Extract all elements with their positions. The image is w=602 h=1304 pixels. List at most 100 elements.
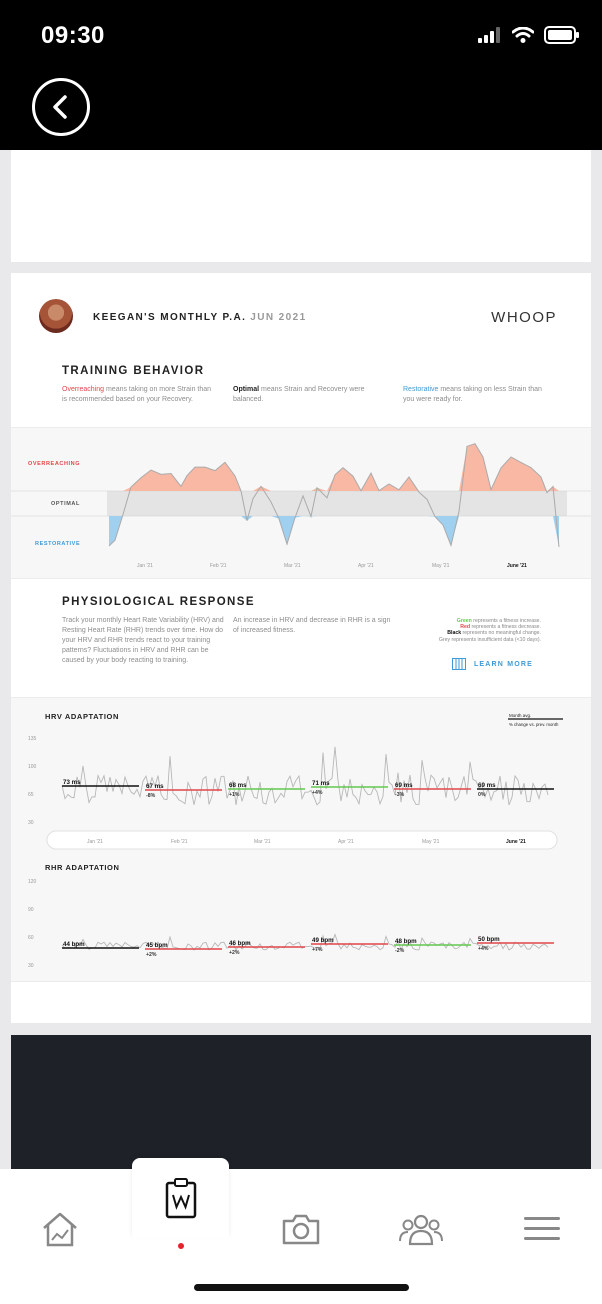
overreaching-term: Overreaching — [62, 386, 105, 393]
restorative-text: means taking on less Strain than you wer… — [403, 386, 542, 403]
label-optimal: OPTIMAL — [51, 501, 80, 507]
legend-red-text: represents a fitness decrease. — [470, 624, 542, 631]
restorative-fill — [109, 516, 559, 547]
hrv-month-averages: 73 ms 67 ms -8% 68 ms +1% 71 ms +4% 69 ms -3% 69 … — [62, 779, 554, 799]
hrv-series — [61, 746, 549, 806]
menu-icon — [524, 1217, 560, 1240]
legend-black-term: Black — [447, 630, 462, 637]
hrv-series-line — [61, 746, 549, 806]
optimal-text: means Strain and Recovery were balanced. — [233, 386, 365, 403]
tab-camera[interactable] — [261, 1189, 341, 1269]
wifi-icon — [512, 27, 534, 43]
hrv-title: HRV ADAPTATION — [45, 712, 119, 721]
rhr-y-tick: 90 — [28, 907, 34, 913]
legend-red: Red represents a fitness decrease. — [439, 624, 541, 630]
optimal-description: Optimal means Strain and Recovery were b… — [233, 385, 383, 405]
restorative-term: Restorative — [403, 386, 439, 393]
rhr-y-tick: 120 — [28, 879, 37, 885]
label-overreaching: OVERREACHING — [28, 461, 80, 467]
month-change-label: +2% — [229, 950, 240, 956]
header-bar: 09:30 — [0, 0, 602, 150]
learn-more-link[interactable]: LEARN MORE — [451, 658, 533, 670]
chevron-left-icon — [53, 95, 67, 119]
hrv-y-tick: 100 — [28, 764, 37, 770]
month-avg-label: 48 bpm — [395, 938, 417, 945]
fitness-sign-description: An increase in HRV and decrease in RHR i… — [233, 617, 391, 634]
month-avg-label: 69 ms — [395, 782, 413, 789]
month-change-label: +4% — [312, 790, 323, 796]
avatar — [39, 299, 73, 333]
legend-red-term: Red — [460, 624, 471, 631]
tb-month-label: June '21 — [507, 563, 527, 569]
hrv-legend-avg: Month avg. — [509, 713, 531, 718]
month-change-label: -8% — [146, 793, 156, 799]
adaptation-chart-area: HRV ADAPTATION Month avg. % change vs. p… — [11, 697, 591, 982]
tb-month-label: May '21 — [432, 563, 450, 569]
tab-home[interactable] — [20, 1189, 100, 1269]
month-avg-label: 73 ms — [63, 779, 81, 786]
rhr-title: RHR ADAPTATION — [45, 863, 120, 872]
tab-community[interactable] — [381, 1189, 461, 1269]
training-behavior-series — [108, 443, 560, 548]
hrv-x-label: May '21 — [422, 839, 440, 845]
brand-logo: WHOOP — [491, 309, 557, 326]
hrv-x-label: Feb '21 — [171, 839, 188, 845]
month-avg-label: 45 bpm — [146, 942, 168, 949]
color-legend: Green represents a fitness increase. Red… — [439, 618, 541, 643]
rhr-month-averages: 44 bpm 45 bpm +2% 46 bpm +2% 49 bpm +7% 48 bpm -… — [62, 936, 554, 958]
camera-icon — [282, 1214, 320, 1245]
hrv-x-label: Apr '21 — [338, 839, 354, 845]
home-indicator — [194, 1284, 409, 1291]
rhr-y-tick: 30 — [28, 963, 34, 969]
month-avg-label: 46 bpm — [229, 940, 251, 947]
report-title-text: KEEGAN'S MONTHLY P.A. — [93, 312, 247, 323]
restorative-description: Restorative means taking on less Strain … — [403, 385, 553, 405]
physiological-response-title: PHYSIOLOGICAL RESPONSE — [62, 596, 255, 608]
adaptation-charts: HRV ADAPTATION Month avg. % change vs. p… — [28, 712, 563, 969]
hrv-y-tick: 65 — [28, 792, 34, 798]
report-title: KEEGAN'S MONTHLY P.A. JUN 2021 — [93, 312, 307, 323]
signal-icon — [478, 27, 500, 43]
legend-black-text: represents no meaningful change. — [461, 630, 541, 637]
hrv-y-tick: 135 — [28, 736, 37, 742]
legend-green: Green represents a fitness increase. — [439, 618, 541, 624]
month-change-label: +7% — [312, 947, 323, 953]
month-avg-label: 71 ms — [312, 780, 330, 787]
month-change-label: +1% — [229, 792, 240, 798]
label-restorative: RESTORATIVE — [35, 541, 80, 547]
status-icons — [478, 26, 580, 44]
tab-report[interactable] — [132, 1158, 229, 1238]
back-button[interactable] — [32, 78, 90, 136]
hrv-y-tick: 30 — [28, 820, 34, 826]
overreaching-fill — [109, 443, 559, 491]
physiological-description: Track your monthly Heart Rate Variabilit… — [62, 617, 224, 664]
hrv-x-axis-pill — [46, 830, 558, 850]
tb-month-label: Jan '21 — [137, 563, 153, 569]
training-behavior-chart-area: OVERREACHING OPTIMAL RESTORATIVE Jan '21… — [11, 427, 591, 579]
training-behavior-chart: OVERREACHING OPTIMAL RESTORATIVE Jan '21… — [11, 443, 591, 569]
next-page-card — [11, 1035, 591, 1169]
report-date: JUN 2021 — [250, 312, 307, 323]
active-tab-indicator — [178, 1243, 184, 1249]
book-icon — [451, 658, 466, 670]
legend-green-term: Green — [456, 618, 472, 624]
tab-bar — [0, 1158, 602, 1304]
hrv-x-label: Mar '21 — [254, 839, 271, 845]
report-clipboard-icon — [165, 1178, 196, 1219]
hrv-x-label: June '21 — [506, 839, 526, 845]
report-page-card: KEEGAN'S MONTHLY P.A. JUN 2021 WHOOP TRAI… — [11, 273, 591, 1023]
learn-more-label: LEARN MORE — [473, 660, 533, 668]
legend-grey: Grey represents insufficient data (<10 d… — [438, 636, 541, 643]
tb-month-label: Feb '21 — [210, 563, 227, 569]
hrv-legend-change: % change vs. prev. month — [509, 722, 559, 727]
overreaching-text: means taking on more Strain than is reco… — [62, 386, 212, 403]
optimal-band — [107, 491, 567, 516]
month-avg-label: 68 ms — [229, 782, 247, 789]
month-avg-label: 69 ms — [478, 782, 496, 789]
month-change-label: -3% — [395, 792, 405, 798]
previous-page-card — [11, 150, 591, 262]
tab-menu[interactable] — [502, 1189, 582, 1269]
home-chart-icon — [43, 1212, 77, 1247]
month-change-label: 0% — [478, 792, 486, 798]
